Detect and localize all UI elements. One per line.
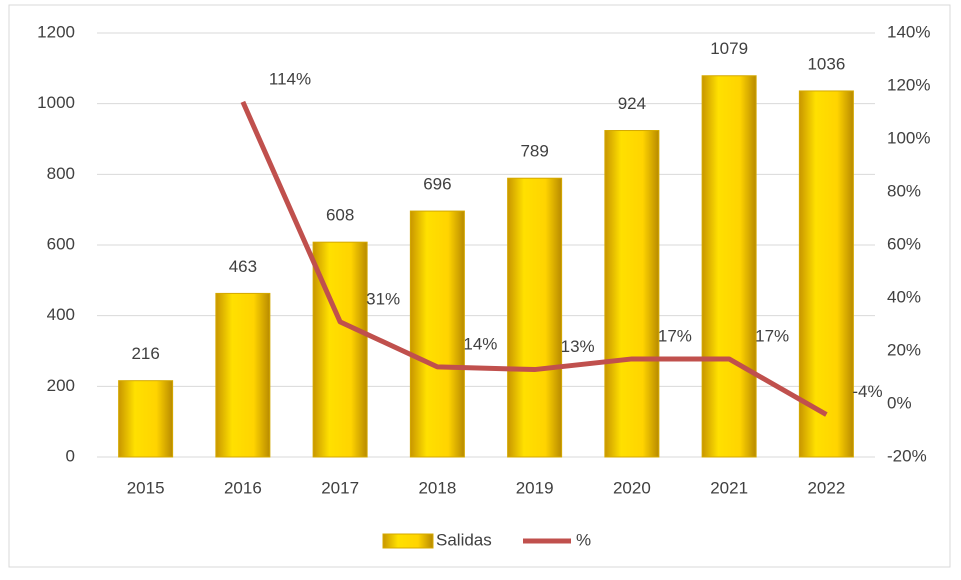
x-tick-label: 2021 bbox=[710, 478, 748, 497]
x-tick-label: 2018 bbox=[418, 478, 456, 497]
y2-tick-label: 120% bbox=[887, 75, 930, 94]
bar bbox=[604, 130, 660, 458]
bar-value-label: 789 bbox=[520, 142, 548, 161]
y2-tick-label: 0% bbox=[887, 393, 912, 412]
line-value-label: -4% bbox=[852, 382, 882, 401]
y-tick-label: 0 bbox=[66, 446, 75, 465]
bar-value-label: 696 bbox=[423, 175, 451, 194]
bar-value-label: 608 bbox=[326, 206, 354, 225]
x-tick-label: 2019 bbox=[516, 478, 554, 497]
y2-tick-label: 60% bbox=[887, 234, 921, 253]
x-tick-label: 2016 bbox=[224, 478, 262, 497]
y-tick-label: 1200 bbox=[37, 22, 75, 41]
legend-label: % bbox=[576, 530, 591, 549]
line-value-label: 17% bbox=[658, 326, 692, 345]
x-tick-label: 2022 bbox=[807, 478, 845, 497]
y-tick-label: 600 bbox=[47, 234, 75, 253]
line-value-label: 14% bbox=[463, 334, 497, 353]
bar-value-label: 1036 bbox=[807, 54, 845, 73]
y-tick-label: 800 bbox=[47, 164, 75, 183]
bar bbox=[215, 292, 271, 458]
bar-value-label: 216 bbox=[131, 344, 159, 363]
x-tick-label: 2015 bbox=[127, 478, 165, 497]
x-tick-label: 2020 bbox=[613, 478, 651, 497]
y2-tick-label: -20% bbox=[887, 446, 927, 465]
bar-value-label: 1079 bbox=[710, 39, 748, 58]
bar bbox=[409, 210, 465, 458]
bar bbox=[507, 177, 563, 458]
line-value-label: 114% bbox=[269, 69, 311, 88]
legend-swatch bbox=[382, 533, 434, 549]
bar-value-label: 924 bbox=[618, 94, 646, 113]
y2-tick-label: 20% bbox=[887, 340, 921, 359]
line-value-label: 17% bbox=[755, 326, 789, 345]
bar bbox=[798, 90, 854, 458]
y-tick-label: 200 bbox=[47, 376, 75, 395]
line-value-label: 13% bbox=[561, 337, 595, 356]
x-tick-label: 2017 bbox=[321, 478, 359, 497]
line bbox=[240, 100, 828, 417]
chart-border bbox=[8, 4, 951, 568]
bar bbox=[701, 75, 757, 458]
y-tick-label: 1000 bbox=[37, 93, 75, 112]
bar-value-label: 463 bbox=[229, 257, 257, 276]
y2-tick-label: 40% bbox=[887, 287, 921, 306]
y2-tick-label: 100% bbox=[887, 128, 930, 147]
bar bbox=[118, 380, 174, 458]
y-tick-label: 400 bbox=[47, 305, 75, 324]
y2-tick-label: 140% bbox=[887, 22, 930, 41]
line-value-label: 31% bbox=[366, 289, 400, 308]
legend-label: Salidas bbox=[436, 530, 492, 549]
y2-tick-label: 80% bbox=[887, 181, 921, 200]
